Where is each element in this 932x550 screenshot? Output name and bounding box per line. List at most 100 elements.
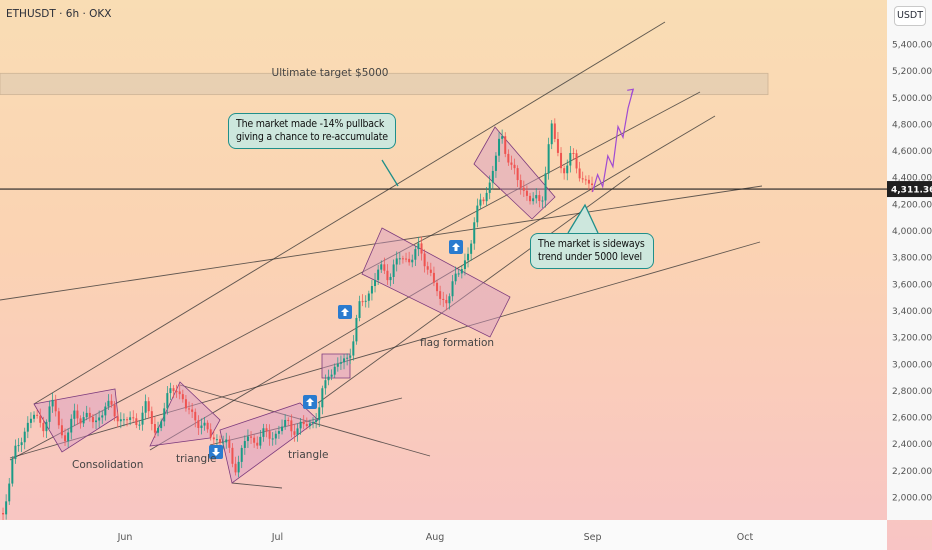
candle-body <box>479 199 482 206</box>
candle-body <box>88 412 91 417</box>
candle-body <box>426 266 429 270</box>
candle-body <box>147 401 150 412</box>
candle-body <box>556 138 559 153</box>
candle-body <box>287 419 290 421</box>
candle-body <box>219 439 222 443</box>
candle-body <box>560 152 563 169</box>
candle-body <box>566 165 569 174</box>
candle-body <box>54 399 57 412</box>
trend-line-7 <box>231 482 283 489</box>
candle-body <box>169 388 172 394</box>
candle-body <box>29 418 32 423</box>
candle-body <box>76 410 79 419</box>
y-tick-label: 3,000.00 <box>892 360 932 370</box>
candle-body <box>349 355 352 358</box>
candle-body <box>476 205 479 223</box>
candle-body <box>386 270 389 281</box>
candle-body <box>389 276 392 281</box>
candle-body <box>318 407 321 421</box>
y-tick-label: 2,400.00 <box>892 440 932 450</box>
candle-body <box>470 243 473 254</box>
candle-body <box>271 438 274 440</box>
candle-body <box>364 300 367 302</box>
candle-body <box>234 463 237 473</box>
y-tick-label: 3,200.00 <box>892 334 932 344</box>
triangle-label-2: triangle <box>288 449 328 461</box>
currency-button[interactable]: USDT <box>894 6 926 26</box>
candle-body <box>553 123 556 139</box>
candle-body <box>14 445 17 460</box>
candle-body <box>343 358 346 363</box>
candle-body <box>532 198 535 202</box>
candle-body <box>246 436 249 442</box>
candle-body <box>442 298 445 300</box>
y-tick-label: 4,000.00 <box>892 227 932 237</box>
candle-body <box>361 301 364 303</box>
candle-body <box>423 253 426 267</box>
candle-body <box>436 282 439 292</box>
candle-body <box>339 362 342 364</box>
candle-body <box>153 423 156 433</box>
candle-body <box>265 428 268 432</box>
y-tick-label: 4,800.00 <box>892 120 932 130</box>
candle-body <box>308 423 311 427</box>
time-axis-labels: Jun Jul Aug Sep Oct <box>117 532 754 543</box>
arrow-glyph <box>452 243 460 251</box>
candle-body <box>293 431 296 435</box>
arrow-up-icon <box>449 240 463 254</box>
price-axis[interactable] <box>887 0 932 520</box>
time-axis[interactable] <box>0 520 887 550</box>
candle-body <box>5 501 8 515</box>
candle-body <box>212 437 215 440</box>
candle-body <box>2 512 5 515</box>
candle-body <box>302 421 305 425</box>
candle-body <box>395 258 398 265</box>
candle-body <box>70 418 73 433</box>
projection-path <box>591 89 634 193</box>
candle-body <box>550 123 553 145</box>
candle-body <box>417 243 420 250</box>
candle-body <box>504 136 507 154</box>
candle-body <box>184 399 187 409</box>
candle-body <box>135 418 138 426</box>
candle-body <box>290 420 293 432</box>
x-tick-label: Aug <box>426 532 445 543</box>
candle-body <box>268 431 271 439</box>
y-tick-label: 4,600.00 <box>892 147 932 157</box>
candle-body <box>432 272 435 283</box>
y-tick-label: 2,000.00 <box>892 494 932 504</box>
candle-body <box>398 258 401 260</box>
candle-body <box>277 431 280 434</box>
arrow-glyph <box>306 398 314 406</box>
candle-body <box>383 264 386 271</box>
arrow-down-icon <box>209 445 223 459</box>
trend-line-3 <box>9 241 761 459</box>
candle-body <box>296 428 299 435</box>
candle-body <box>166 393 169 409</box>
candle-body <box>473 222 476 244</box>
candle-body <box>51 399 54 407</box>
candle-body <box>274 433 277 439</box>
candle-body <box>253 437 256 443</box>
candle-body <box>129 417 132 420</box>
candle-body <box>163 408 166 422</box>
candle-body <box>333 366 336 375</box>
candle-body <box>240 447 243 462</box>
candle-body <box>107 400 110 407</box>
x-tick-label: Jun <box>117 532 133 543</box>
candle-body <box>448 296 451 304</box>
y-tick-label: 4,200.00 <box>892 200 932 210</box>
candle-body <box>584 179 587 181</box>
x-tick-label: Sep <box>584 532 602 543</box>
candle-body <box>95 420 98 423</box>
candle-body <box>367 293 370 301</box>
candle-body <box>494 155 497 171</box>
candle-body <box>222 442 225 444</box>
candle-body <box>26 422 29 432</box>
candle-body <box>209 429 212 438</box>
candle-body <box>60 425 63 436</box>
candle-body <box>228 439 231 448</box>
candle-body <box>516 168 519 181</box>
pattern-shape-3 <box>321 353 351 379</box>
